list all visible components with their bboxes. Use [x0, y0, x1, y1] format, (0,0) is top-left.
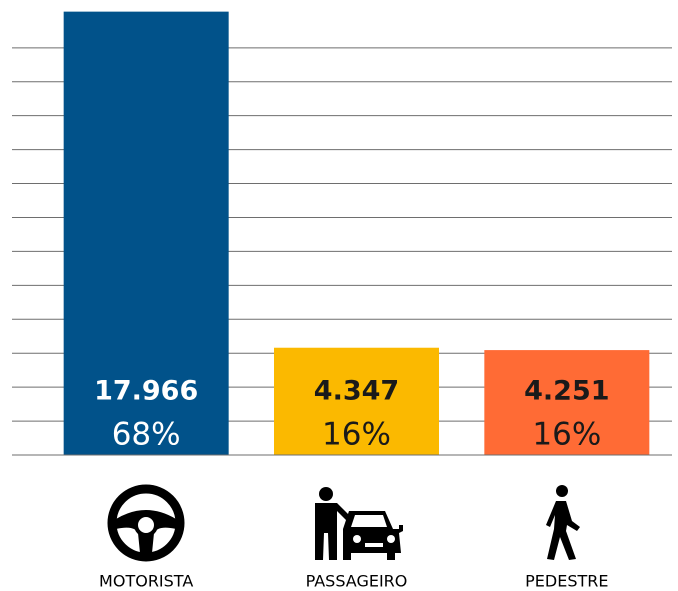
category-label: PASSAGEIRO [306, 572, 408, 591]
category-label: MOTORISTA [99, 572, 193, 591]
value-label: 4.251 [524, 376, 609, 407]
bar [63, 11, 229, 456]
share-label: 16% [532, 417, 601, 453]
bar [484, 350, 650, 455]
value-label: 4.347 [314, 376, 399, 407]
share-label: 16% [322, 417, 391, 453]
bars: 17.966 68% 4.347 16% 4.251 16% [63, 11, 650, 456]
steering-wheel-icon [107, 484, 185, 562]
passenger-icon [315, 487, 403, 560]
pedestrian-icon [546, 485, 580, 560]
value-label: 17.966 [94, 376, 198, 407]
bar [274, 347, 439, 455]
share-label: 68% [112, 417, 181, 453]
category-label: PEDESTRE [525, 572, 608, 591]
